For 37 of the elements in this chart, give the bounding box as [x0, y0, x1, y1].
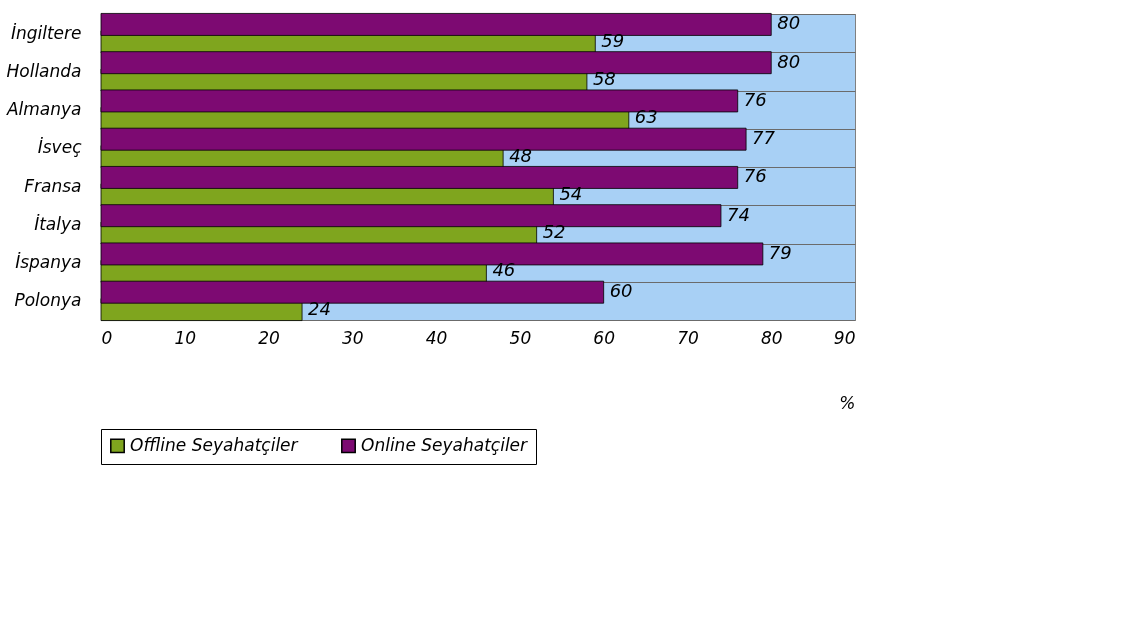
- legend-label: Online Seyahatçiler: [361, 434, 529, 455]
- data-label: 60: [609, 280, 633, 302]
- x-tick-label: 30: [342, 327, 364, 348]
- y-tick-label: Almanya: [5, 99, 82, 120]
- data-label: 46: [492, 259, 516, 281]
- y-tick-label: Hollanda: [6, 60, 82, 81]
- data-label: 48: [509, 144, 533, 166]
- legend-label: Offline Seyahatçiler: [130, 434, 299, 455]
- x-tick-label: 40: [425, 327, 448, 348]
- data-label: 80: [777, 12, 801, 34]
- data-label: 54: [559, 182, 583, 204]
- data-label: 74: [726, 203, 750, 225]
- data-label: 58: [592, 68, 616, 90]
- data-label: 59: [601, 29, 625, 51]
- data-label: 52: [542, 221, 566, 243]
- y-tick-label: İsveç: [37, 137, 83, 158]
- y-tick-label: İngiltere: [10, 22, 82, 43]
- y-tick-label: İtalya: [34, 213, 82, 234]
- y-tick-label: Polonya: [14, 290, 82, 311]
- y-tick-label: İspanya: [15, 252, 82, 273]
- data-label: 24: [308, 297, 331, 319]
- data-label: 80: [777, 50, 801, 72]
- data-label: 63: [634, 106, 658, 128]
- data-label: 79: [768, 241, 792, 263]
- data-label: 76: [743, 165, 767, 187]
- x-tick-label: 20: [258, 327, 280, 348]
- y-tick-label: Fransa: [24, 175, 82, 196]
- x-tick-label: 10: [174, 327, 197, 348]
- x-tick-label: 60: [593, 327, 615, 348]
- x-tick-label: 90: [833, 327, 856, 348]
- data-label: 76: [743, 88, 767, 110]
- x-tick-label: 70: [677, 327, 699, 348]
- x-tick-label: 80: [760, 327, 783, 348]
- x-axis-title: %: [839, 392, 856, 413]
- data-label: 77: [752, 127, 776, 149]
- x-tick-label: 0: [101, 327, 113, 348]
- x-tick-label: 50: [509, 327, 532, 348]
